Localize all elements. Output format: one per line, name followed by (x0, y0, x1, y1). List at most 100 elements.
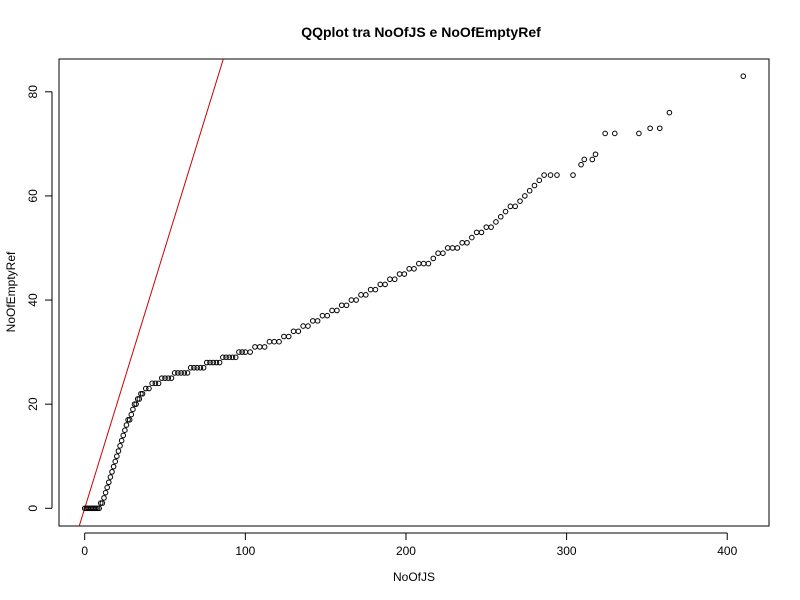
data-point (358, 292, 364, 298)
data-point (123, 422, 130, 428)
data-point (656, 125, 663, 132)
data-point (444, 245, 451, 251)
y-tick-label: 80 (26, 85, 40, 99)
data-point (636, 130, 642, 137)
data-point (285, 333, 292, 340)
data-point (194, 364, 200, 371)
y-axis-label: NoOfEmptyRef (4, 251, 18, 332)
data-point (507, 203, 514, 210)
y-tick-label: 0 (26, 505, 40, 512)
data-point (122, 427, 128, 434)
x-tick-label: 200 (396, 544, 416, 558)
data-point (300, 323, 306, 329)
data-point (229, 354, 236, 361)
data-point (401, 271, 408, 277)
data-point (464, 239, 470, 246)
data-point (117, 443, 123, 449)
data-point (420, 260, 427, 267)
data-point (216, 359, 223, 366)
data-point (139, 390, 146, 397)
data-point (171, 370, 178, 376)
data-point (411, 266, 417, 272)
data-point (261, 344, 268, 350)
data-point (324, 312, 331, 319)
data-point (592, 151, 599, 158)
data-point (223, 354, 229, 361)
data-point (226, 354, 233, 361)
data-point (96, 505, 102, 512)
data-point (220, 354, 226, 361)
data-point (94, 505, 101, 512)
data-point (295, 328, 302, 335)
data-point (175, 370, 181, 376)
data-point (319, 312, 326, 319)
data-point (128, 411, 135, 418)
x-tick-label: 0 (81, 544, 88, 558)
data-point (391, 276, 398, 283)
data-point (107, 474, 114, 480)
data-point (459, 239, 465, 246)
data-point (105, 479, 112, 486)
data-point (512, 203, 518, 210)
data-point (256, 344, 263, 350)
data-point (531, 182, 538, 189)
data-point (168, 375, 175, 381)
data-point (115, 448, 122, 454)
data-point (440, 250, 446, 256)
data-point (478, 229, 485, 236)
data-point (207, 359, 213, 366)
data-point (213, 359, 220, 366)
y-tick-label: 60 (26, 189, 40, 203)
data-point (101, 495, 107, 501)
data-point (334, 307, 340, 314)
data-point (473, 229, 480, 236)
chart-title: QQplot tra NoOfJS e NoOfEmptyRef (301, 24, 541, 40)
data-point (416, 260, 422, 267)
data-point (343, 302, 350, 309)
data-point (454, 245, 461, 251)
data-point (363, 292, 369, 298)
data-point (232, 354, 239, 361)
data-point (536, 177, 543, 184)
data-point (159, 375, 165, 381)
data-point (247, 349, 253, 355)
data-point (131, 401, 138, 407)
data-point (104, 484, 110, 491)
data-point (152, 380, 159, 387)
data-point (435, 250, 441, 256)
data-point (367, 286, 374, 293)
data-point (155, 380, 162, 387)
data-point (449, 245, 456, 251)
data-point (483, 224, 490, 230)
data-point (130, 406, 136, 413)
y-tick-label: 20 (26, 397, 40, 411)
data-point (430, 255, 437, 262)
data-point (149, 380, 155, 387)
data-point (406, 266, 412, 272)
data-point (526, 187, 533, 194)
data-point (102, 489, 109, 496)
data-point (133, 401, 139, 407)
data-point (578, 161, 584, 168)
data-point (647, 125, 653, 132)
data-point (740, 73, 747, 79)
data-point (372, 286, 379, 293)
x-axis-label: NoOfJS (393, 570, 435, 584)
data-point (396, 271, 403, 277)
data-point (110, 463, 117, 470)
data-point (184, 370, 191, 376)
plot-frame (58, 58, 770, 527)
data-point (242, 349, 249, 355)
data-point (114, 453, 120, 460)
x-tick-label: 100 (235, 544, 255, 558)
data-point (425, 260, 432, 267)
data-point (136, 396, 143, 402)
data-point (191, 364, 197, 371)
data-point (666, 109, 673, 116)
data-point (266, 338, 273, 345)
data-point (310, 318, 316, 324)
data-point (469, 234, 475, 241)
data-point (187, 364, 194, 371)
data-point (165, 375, 172, 381)
data-point (203, 359, 210, 366)
